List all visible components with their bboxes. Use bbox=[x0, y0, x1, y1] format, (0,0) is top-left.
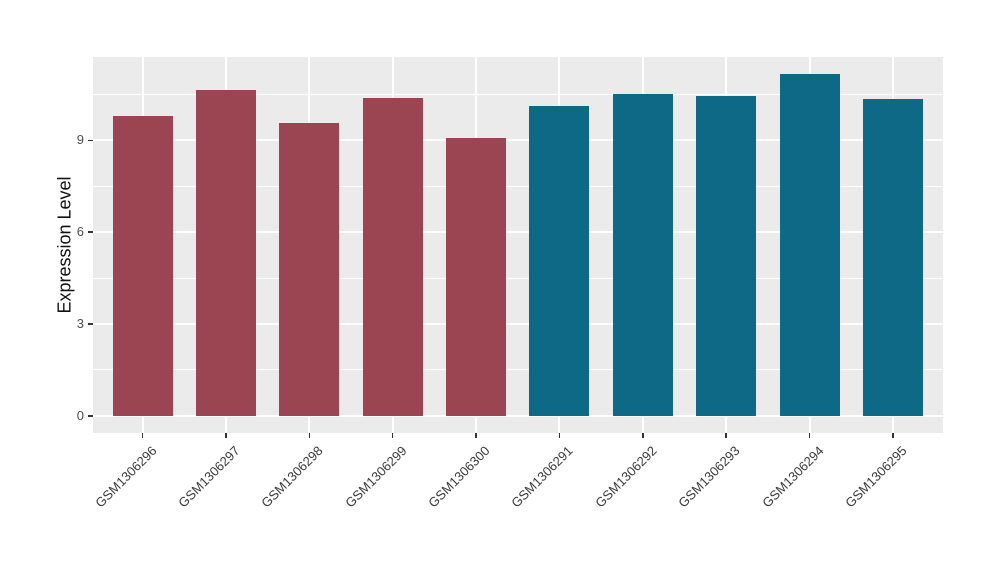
bar-GSM1306293 bbox=[696, 96, 757, 416]
bar-GSM1306292 bbox=[612, 94, 673, 416]
y-tick bbox=[88, 415, 93, 417]
x-tick bbox=[141, 433, 144, 438]
y-tick bbox=[88, 139, 93, 142]
y-tick-label: 9 bbox=[76, 132, 84, 148]
x-tick bbox=[225, 433, 227, 438]
bar-GSM1306297 bbox=[195, 90, 256, 416]
h-gridline-minor bbox=[92, 369, 943, 371]
x-tick bbox=[308, 433, 311, 438]
y-tick bbox=[88, 231, 93, 233]
x-tick bbox=[642, 433, 644, 438]
x-tick bbox=[558, 433, 561, 438]
x-tick bbox=[391, 433, 394, 438]
bar-GSM1306295 bbox=[862, 99, 923, 416]
h-gridline-major bbox=[92, 139, 943, 142]
bar-GSM1306298 bbox=[279, 123, 340, 416]
bar-GSM1306291 bbox=[529, 106, 590, 416]
x-tick bbox=[892, 433, 894, 438]
x-tick bbox=[475, 433, 477, 438]
h-gridline-minor bbox=[92, 185, 943, 187]
y-axis-title: Expression Level bbox=[54, 176, 75, 314]
bar-GSM1306300 bbox=[446, 138, 507, 416]
y-tick bbox=[88, 323, 93, 325]
y-tick-label: 0 bbox=[76, 407, 84, 423]
h-gridline-minor bbox=[92, 277, 943, 279]
h-gridline-minor bbox=[92, 93, 943, 95]
y-tick-label: 3 bbox=[76, 315, 84, 331]
h-gridline-major bbox=[92, 231, 943, 234]
x-tick bbox=[725, 433, 727, 438]
x-tick bbox=[808, 433, 811, 438]
h-gridline-major bbox=[92, 414, 943, 417]
bar-GSM1306294 bbox=[779, 74, 840, 416]
y-tick-label: 6 bbox=[76, 224, 84, 240]
h-gridline-major bbox=[92, 322, 943, 325]
bar-GSM1306299 bbox=[362, 98, 423, 416]
bar-GSM1306296 bbox=[112, 116, 173, 416]
